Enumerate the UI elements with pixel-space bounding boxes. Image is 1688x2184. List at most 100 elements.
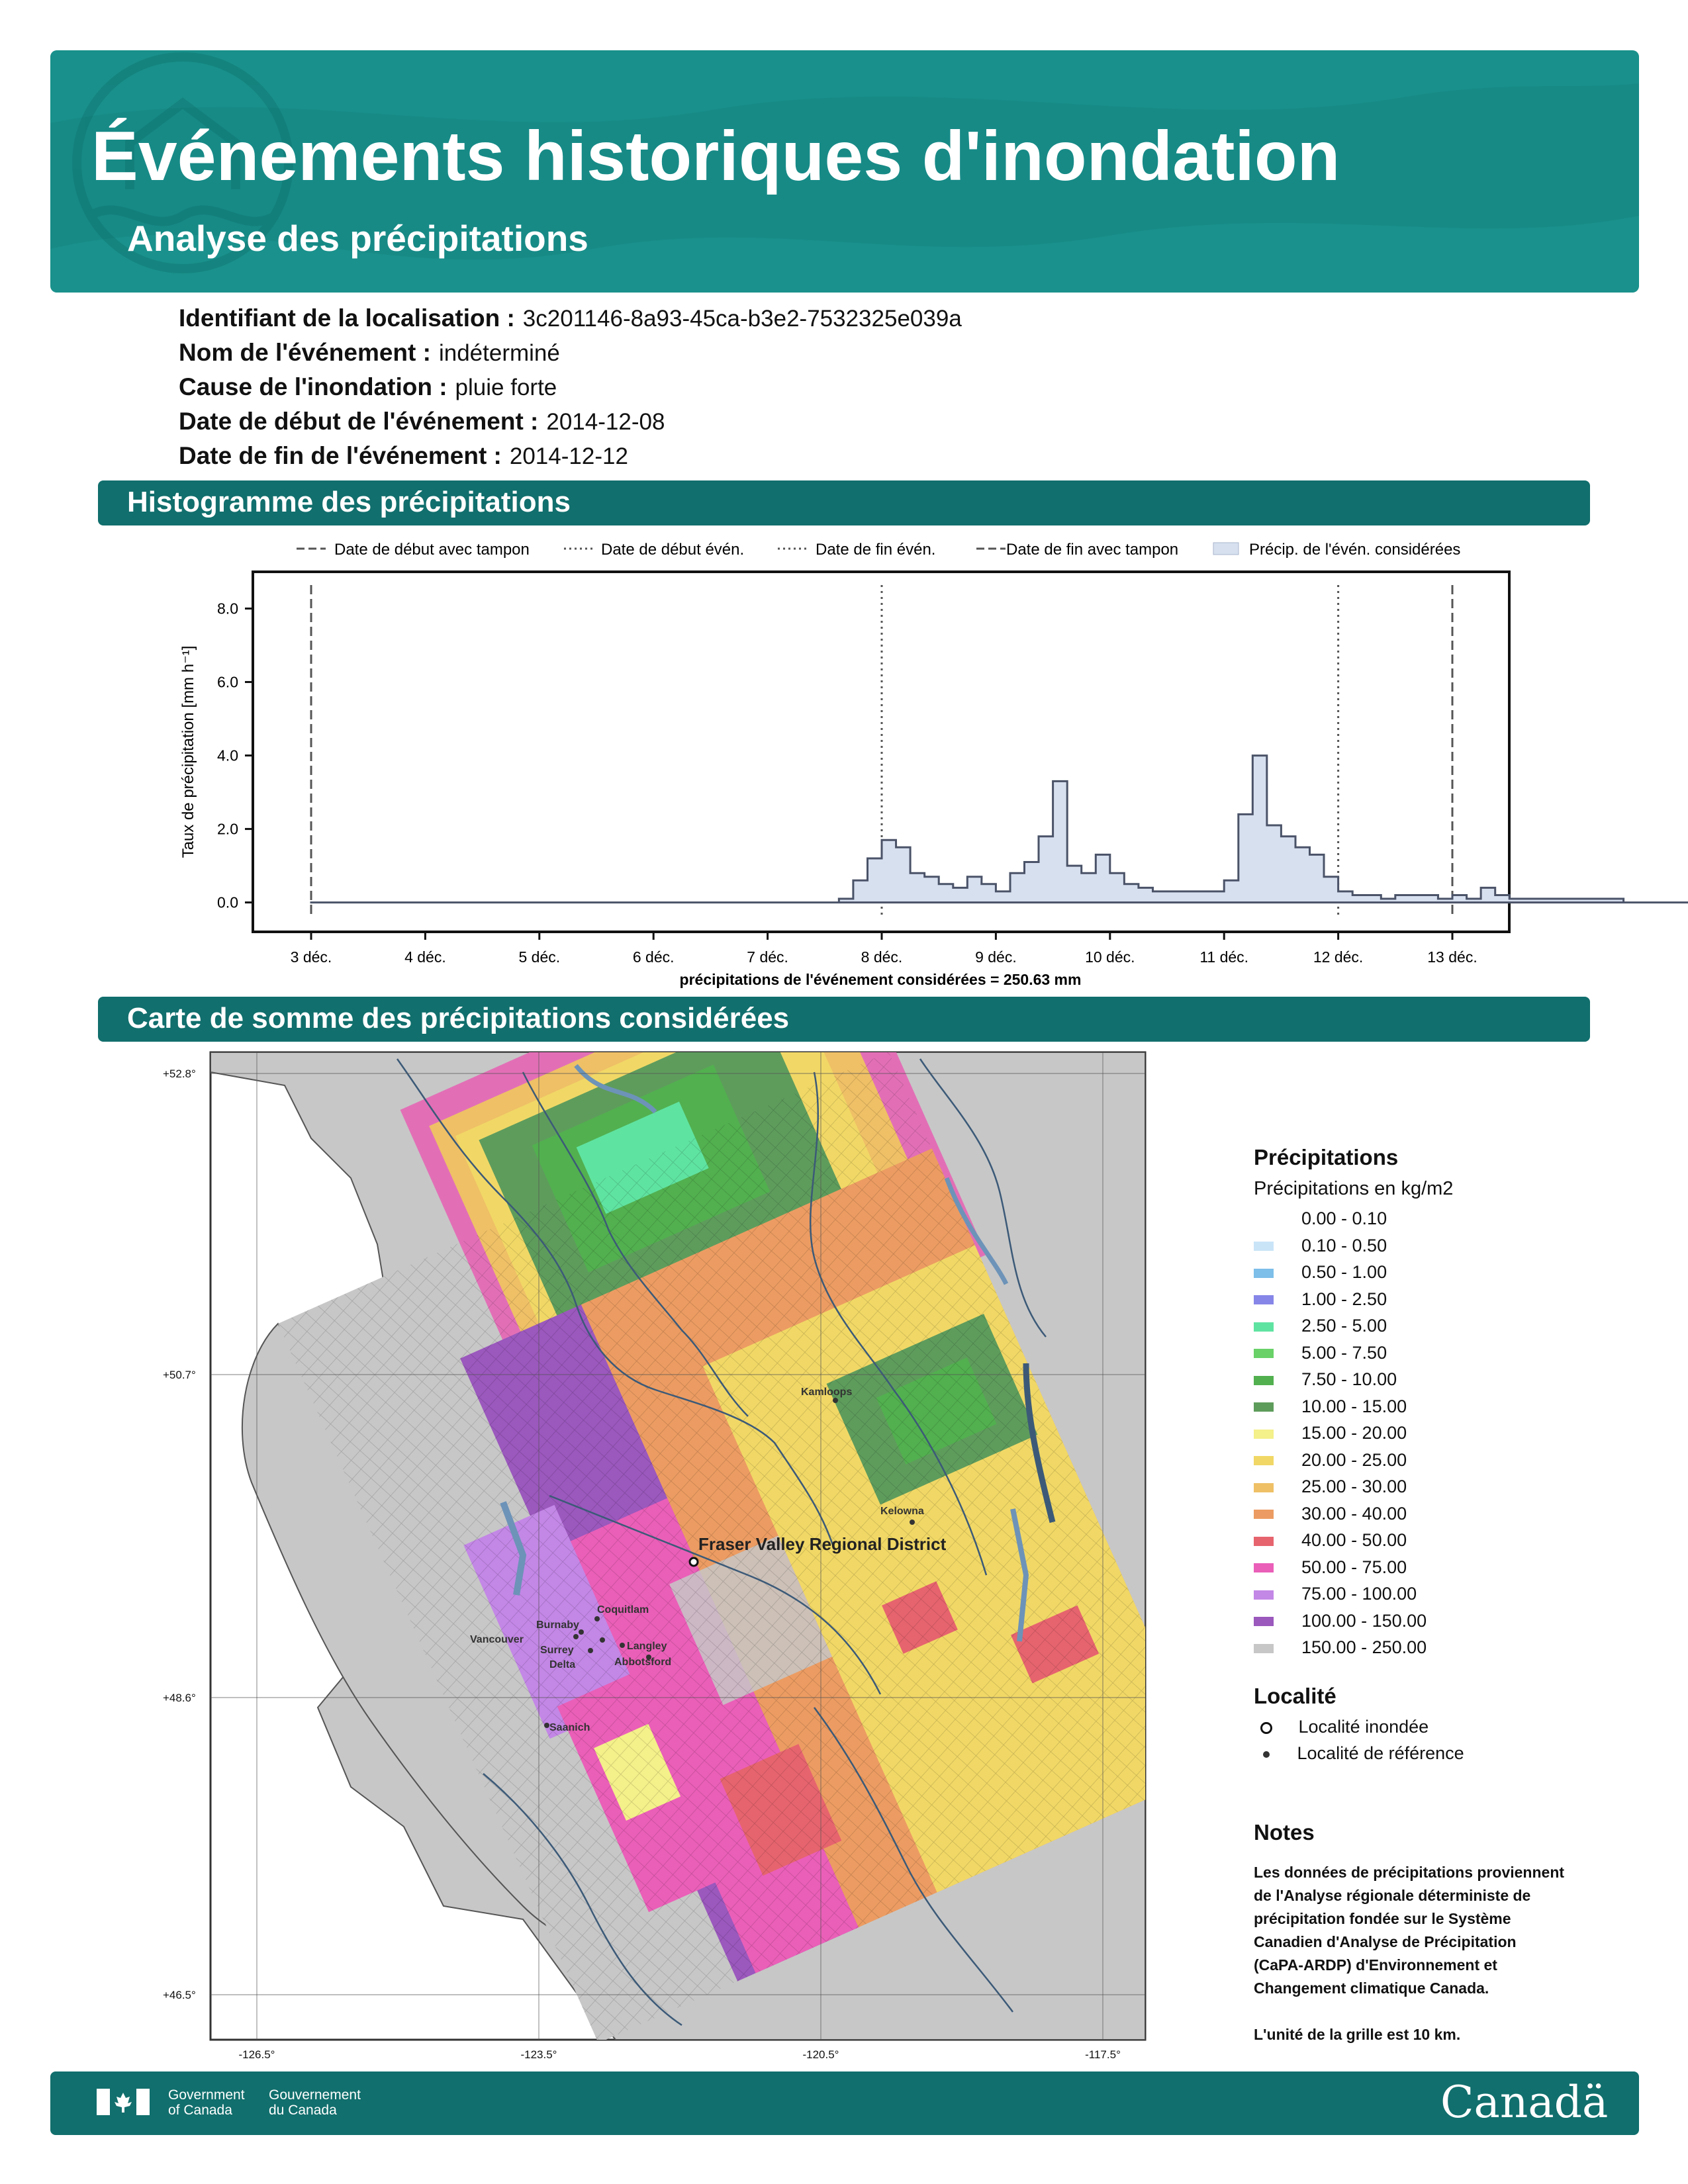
legend-title: Précipitations	[1254, 1145, 1399, 1169]
legend-subtitle: Précipitations en kg/m2	[1254, 1178, 1454, 1199]
legend-class-row: 0.10 - 0.50	[1254, 1236, 1427, 1263]
house-water-logo-icon	[72, 52, 293, 273]
banner-wave-decoration	[50, 50, 1639, 293]
legend-class-label: 0.10 - 0.50	[1301, 1235, 1387, 1255]
y-tick-label: 0.0	[217, 894, 238, 911]
locality-vancouver-dot	[573, 1634, 579, 1639]
x-tick-label: 10 déc.	[1085, 948, 1135, 966]
locality-burnaby-dot	[579, 1629, 584, 1635]
locality-delta-dot	[588, 1648, 593, 1653]
legend-class-label: 10.00 - 15.00	[1301, 1396, 1407, 1416]
info-end-date: Date de fin de l'événement : 2014-12-12	[179, 442, 628, 470]
notes-title: Notes	[1254, 1820, 1315, 1844]
locality-label: Coquitlam	[597, 1604, 649, 1615]
legend-swatch-fill	[1213, 542, 1239, 555]
legend-color-swatch	[1254, 1510, 1274, 1520]
lon-label: -120.5°	[802, 2048, 839, 2061]
legend-label: Date de fin évén.	[816, 541, 935, 559]
notes-line: de l'Analyse régionale déterministe de	[1254, 1887, 1531, 1904]
locality-abbotsford-dot	[646, 1655, 651, 1660]
precipitation-histogram: Date de début avec tampon Date de début …	[179, 541, 1688, 988]
legend-classes: 0.00 - 0.10 0.10 - 0.50 0.50 - 1.00 1.00 - …	[1254, 1208, 1427, 1664]
y-tick-label: 4.0	[217, 747, 238, 764]
legend-class-label: 15.00 - 20.00	[1301, 1423, 1407, 1443]
info-label: Identifiant de la localisation :	[179, 304, 515, 332]
legend-class-row: 5.00 - 7.50	[1254, 1343, 1427, 1370]
gov-en-line: Government	[168, 2087, 245, 2103]
legend-color-swatch	[1254, 1268, 1274, 1278]
gov-fr: Gouvernement du Canada	[269, 2087, 361, 2118]
legend-class-label: 150.00 - 250.00	[1301, 1637, 1427, 1657]
y-axis-label: Taux de précipitation [mm h⁻¹]	[179, 646, 197, 858]
notes-line: Les données de précipitations proviennen…	[1254, 1864, 1565, 1881]
notes-line: précipitation fondée sur le Système	[1254, 1910, 1511, 1927]
page-title: Événements historiques d'inondation	[91, 117, 1340, 195]
x-axis-label: précipitations de l'événement considérée…	[680, 971, 1082, 988]
y-tick-label: 8.0	[217, 600, 238, 617]
page-subtitle: Analyse des précipitations	[127, 218, 588, 259]
info-value: pluie forte	[455, 375, 557, 400]
x-tick-label: 12 déc.	[1313, 948, 1363, 966]
legend-class-label: 0.00 - 0.10	[1301, 1208, 1387, 1228]
chart-legend: Date de début avec tampon Date de début …	[297, 541, 1460, 559]
legend-class-label: 7.50 - 10.00	[1301, 1369, 1397, 1389]
legend-flooded-row: Localité inondée	[1260, 1717, 1429, 1737]
legend-class-row: 40.00 - 50.00	[1254, 1530, 1427, 1557]
x-tick-label: 11 déc.	[1199, 948, 1248, 966]
precipitation-area	[310, 754, 1688, 904]
lat-label: +52.8°	[163, 1068, 196, 1080]
legend-class-label: 25.00 - 30.00	[1301, 1477, 1407, 1496]
locality-saanich-dot	[544, 1723, 549, 1728]
legend-class-row: 50.00 - 75.00	[1254, 1557, 1427, 1584]
legend-label: Date de début avec tampon	[334, 541, 530, 559]
locality-kamloops-dot	[833, 1398, 838, 1403]
legend-class-row: 0.50 - 1.00	[1254, 1262, 1427, 1289]
legend-reference-label: Localité de référence	[1297, 1743, 1464, 1763]
reference-marker-icon	[1263, 1751, 1270, 1758]
info-event-name: Nom de l'événement : indéterminé	[179, 339, 560, 367]
legend-class-label: 2.50 - 5.00	[1301, 1316, 1387, 1336]
locality-legend-title: Localité	[1254, 1684, 1336, 1708]
locality-label: Abbotsford	[614, 1657, 671, 1668]
legend-class-row: 30.00 - 40.00	[1254, 1504, 1427, 1531]
section-map-header: Carte de somme des précipitations consid…	[98, 997, 1590, 1042]
x-tick-label: 7 déc.	[747, 948, 788, 966]
flooded-locality-label: Fraser Valley Regional District	[698, 1534, 947, 1554]
locality-label: Vancouver	[470, 1634, 524, 1645]
legend-class-label: 50.00 - 75.00	[1301, 1557, 1407, 1577]
info-value: indéterminé	[438, 340, 560, 366]
lake	[1010, 1508, 1029, 1642]
lat-label: +46.5°	[163, 1989, 196, 2001]
legend-class-row: 2.50 - 5.00	[1254, 1316, 1427, 1343]
gov-en: Government of Canada	[168, 2087, 245, 2118]
legend-color-swatch	[1254, 1536, 1274, 1546]
legend-class-row: 150.00 - 250.00	[1254, 1637, 1427, 1664]
y-tick-label: 2.0	[217, 821, 238, 838]
legend-class-row: 20.00 - 25.00	[1254, 1450, 1427, 1477]
info-cause: Cause de l'inondation : pluie forte	[179, 373, 557, 401]
lat-label: +48.6°	[163, 1692, 196, 1704]
notes-text: Les données de précipitations proviennen…	[1254, 1861, 1564, 2046]
footer-bar: Government of Canada Gouvernement du Can…	[50, 2071, 1639, 2135]
legend-color-swatch	[1254, 1242, 1274, 1251]
y-tick-label: 6.0	[217, 674, 238, 691]
gov-fr-line: Gouvernement	[269, 2087, 361, 2103]
reference-localities: Kamloops Kelowna Coquitlam Burnaby Vanco…	[470, 1387, 924, 1733]
info-label: Cause de l'inondation :	[179, 373, 447, 400]
flooded-locality-marker	[688, 1557, 699, 1567]
x-tick-label: 3 déc.	[291, 948, 332, 966]
legend-class-row: 7.50 - 10.00	[1254, 1369, 1427, 1396]
locality-label: Saanich	[549, 1722, 590, 1733]
legend-class-label: 75.00 - 100.00	[1301, 1584, 1417, 1604]
locality-label: Delta	[549, 1659, 575, 1670]
legend-color-swatch	[1254, 1617, 1274, 1627]
gov-en-line: of Canada	[168, 2103, 232, 2118]
x-tick-label: 13 déc.	[1427, 948, 1477, 966]
info-value: 3c201146-8a93-45ca-b3e2-7532325e039a	[522, 306, 962, 332]
lake	[944, 1177, 1009, 1285]
notes-grid-unit: L'unité de la grille est 10 km.	[1254, 2026, 1461, 2043]
legend-class-row: 1.00 - 2.50	[1254, 1289, 1427, 1316]
notes-line: Changement climatique Canada.	[1254, 1979, 1489, 1997]
legend-color-swatch	[1254, 1643, 1274, 1653]
harrison-lake	[500, 1501, 527, 1596]
